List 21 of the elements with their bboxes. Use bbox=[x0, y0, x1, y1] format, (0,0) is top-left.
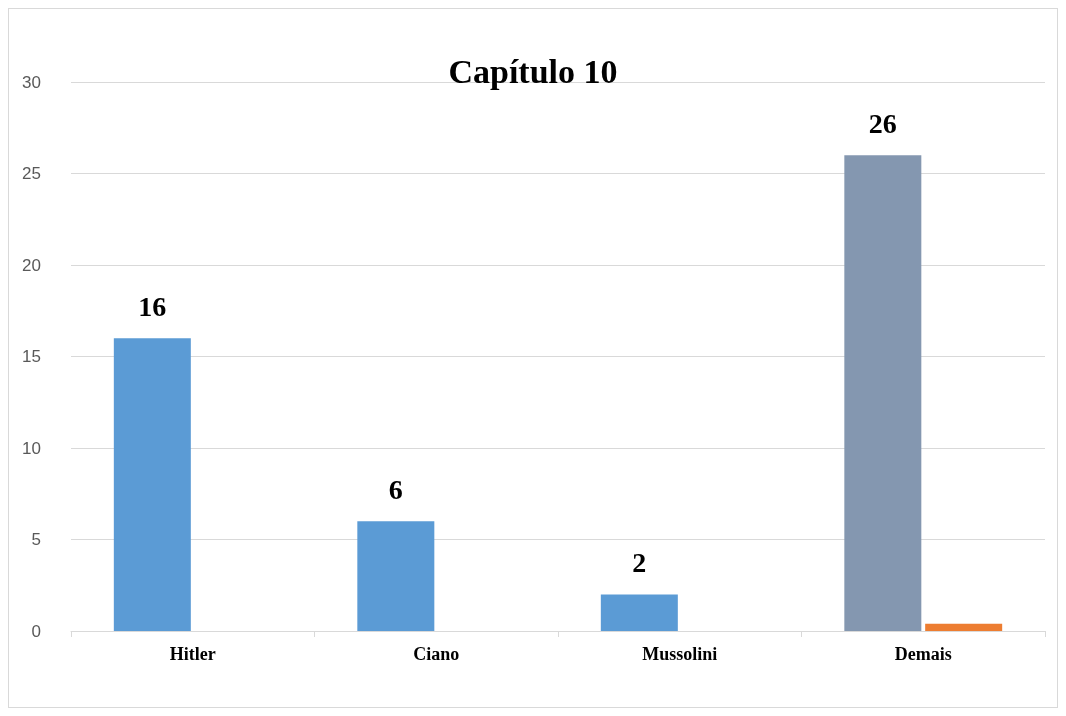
bar bbox=[600, 594, 678, 631]
data-label: 16 bbox=[138, 290, 167, 322]
y-tick-label: 0 bbox=[31, 621, 41, 641]
data-label: 6 bbox=[388, 473, 403, 505]
chart-title: Capítulo 10 bbox=[448, 52, 618, 90]
x-tick-label: Demais bbox=[894, 644, 952, 664]
bar bbox=[357, 521, 435, 631]
y-tick-label: 25 bbox=[22, 164, 41, 183]
bar bbox=[925, 623, 1003, 631]
y-tick-label: 20 bbox=[22, 255, 41, 275]
x-tick-label: Hitler bbox=[169, 644, 216, 664]
y-tick-label: 15 bbox=[22, 347, 41, 366]
x-tick-label: Mussolini bbox=[642, 644, 718, 664]
y-tick-label: 30 bbox=[22, 72, 41, 92]
x-tick-label: Ciano bbox=[413, 644, 460, 664]
data-label: 26 bbox=[868, 107, 897, 139]
y-tick-label: 10 bbox=[22, 438, 41, 458]
bar bbox=[113, 338, 191, 631]
bar bbox=[844, 155, 922, 631]
y-tick-label: 5 bbox=[31, 530, 41, 549]
data-label: 2 bbox=[632, 546, 647, 578]
